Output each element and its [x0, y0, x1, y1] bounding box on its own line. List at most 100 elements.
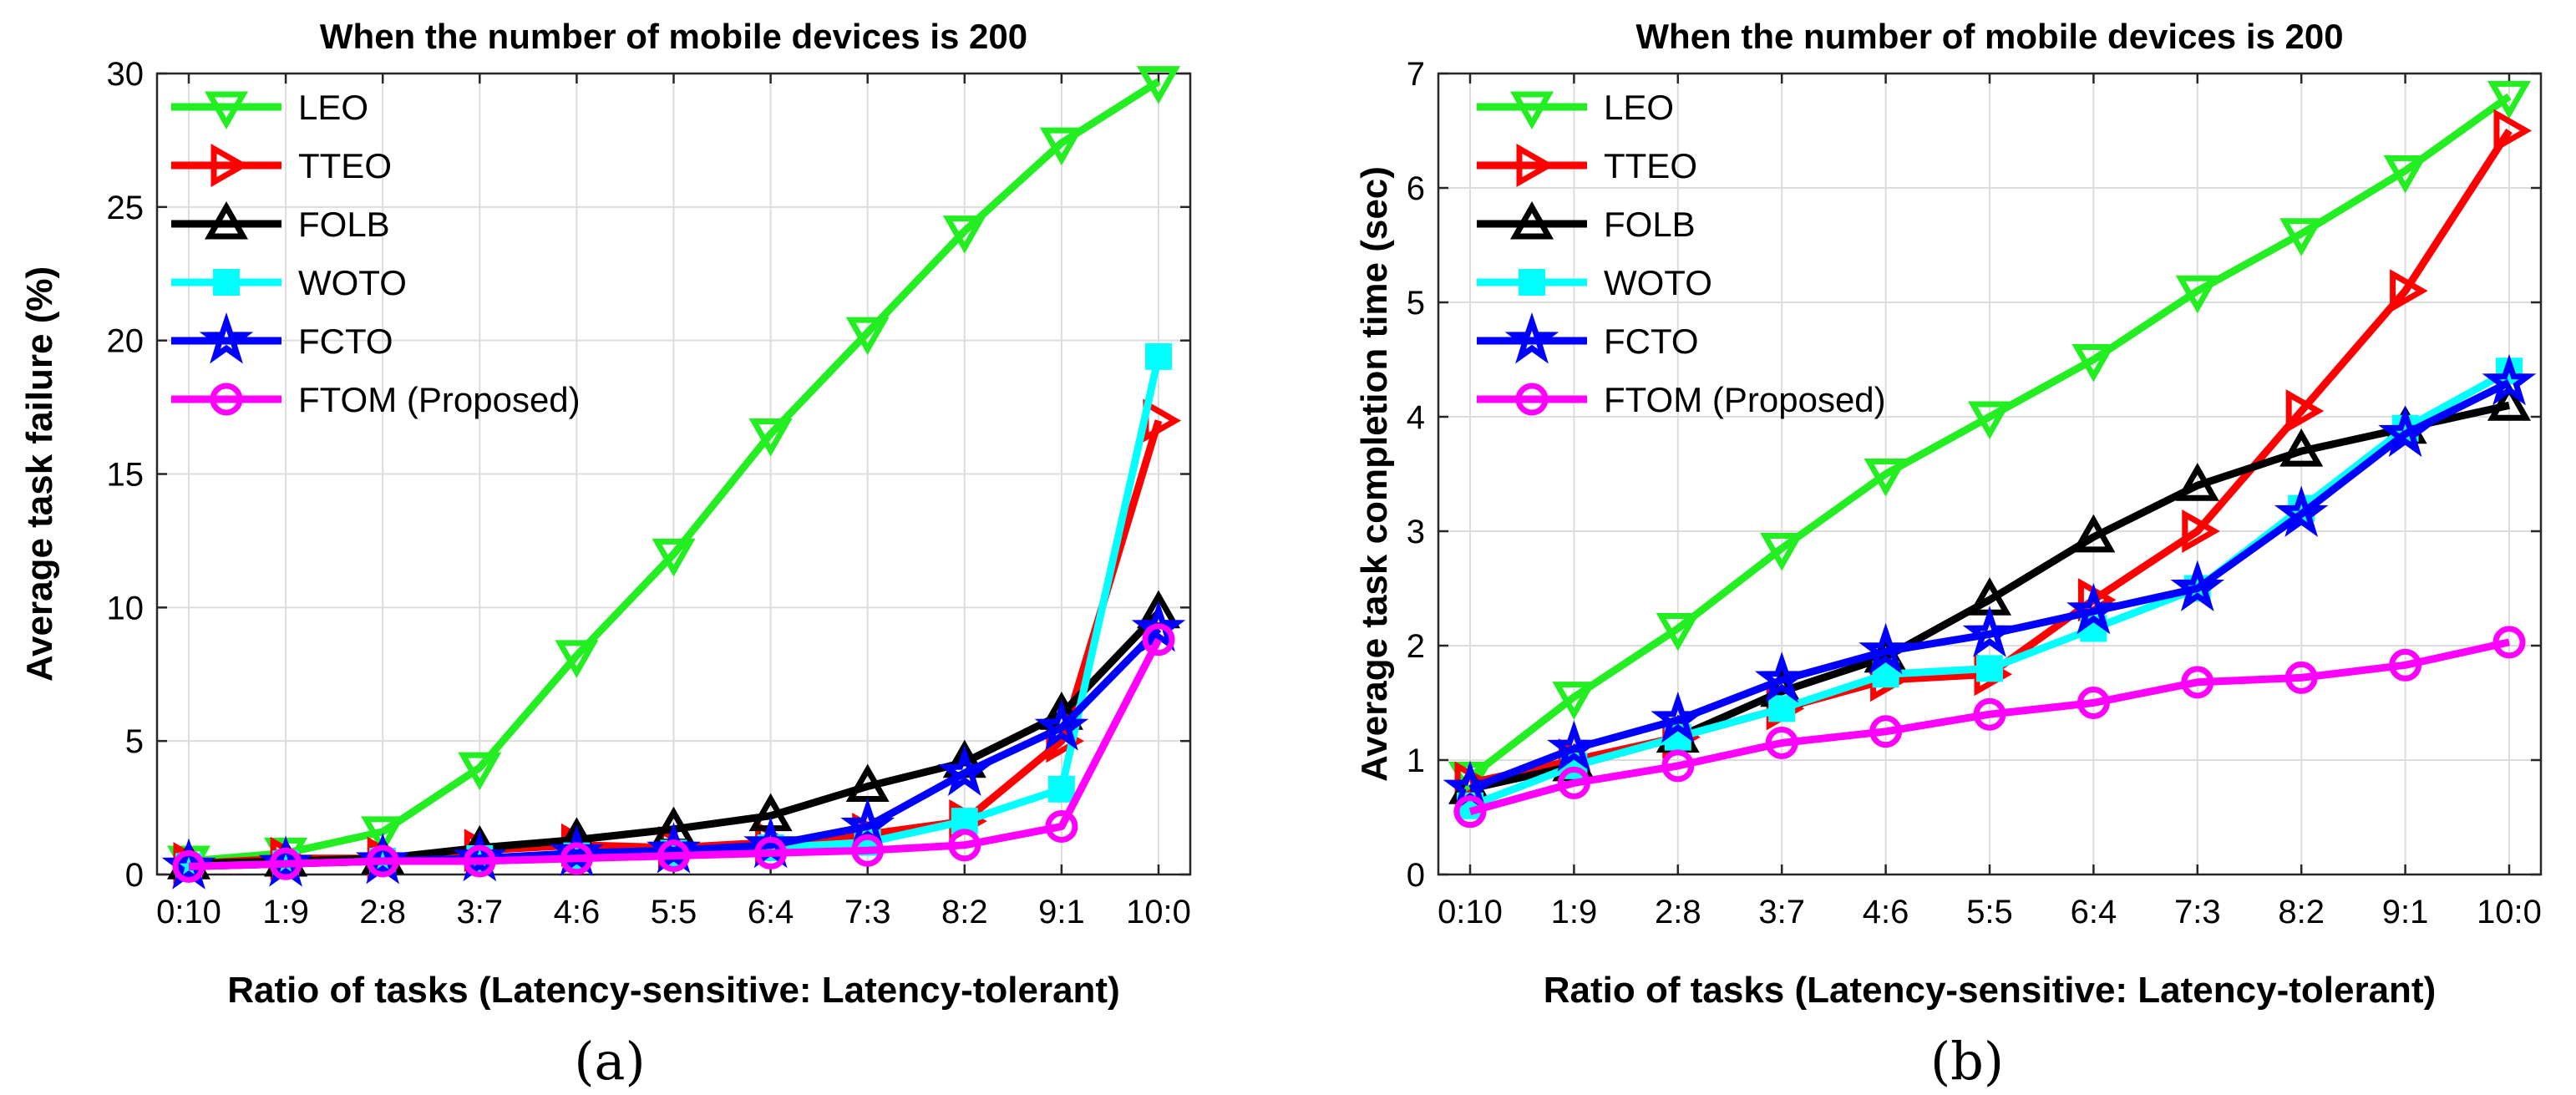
legend-label: LEO	[298, 88, 368, 127]
x-tick-label: 0:10	[1438, 894, 1503, 930]
data-point	[2066, 582, 2121, 635]
data-point	[2279, 428, 2324, 467]
panel-label: (a)	[574, 1031, 645, 1092]
data-point	[458, 752, 502, 791]
data-point	[2170, 560, 2225, 611]
series-ftom-proposed	[1453, 626, 2526, 829]
x-tick-label: 3:7	[1758, 894, 1805, 930]
data-point	[2493, 109, 2533, 153]
data-point	[2175, 275, 2219, 314]
x-tick-label: 6:4	[748, 894, 794, 930]
chart-panel-a: 0:10 1:9 2:8 3:7 4:6 5:5 6:4 7:3 8:2 9:1 10:0 0 5 10 1…	[19, 17, 1192, 1092]
series-line	[188, 78, 1161, 865]
data-point	[560, 842, 593, 875]
series-line	[1468, 638, 2510, 815]
legend-marker	[199, 312, 254, 364]
series-line	[1468, 93, 2512, 781]
y-tick-label: 7	[1407, 56, 1425, 93]
y-tick-label: 5	[125, 723, 144, 760]
x-tick-label: 3:7	[456, 894, 503, 930]
data-point	[1976, 655, 2003, 682]
x-axis-label: Ratio of tasks (Latency-sensitive: Laten…	[1544, 970, 2436, 1011]
data-point	[2492, 626, 2526, 659]
legend-marker	[213, 269, 240, 296]
data-point	[1547, 720, 1601, 772]
data-point	[1962, 606, 2017, 657]
data-point	[2175, 463, 2219, 501]
x-tick-label: 5:5	[1966, 894, 2013, 930]
data-point	[2071, 344, 2116, 383]
legend-marker	[1504, 312, 1559, 364]
y-axis-label: Average task completion time (sec)	[1354, 166, 1395, 782]
data-point	[2284, 661, 2318, 694]
data-point	[2383, 155, 2427, 194]
legend: LEO TTEO FOLB WOTO FCTO FTOM (Proposed)	[171, 88, 581, 419]
y-tick-label: 4	[1407, 399, 1425, 436]
series-line	[1468, 378, 2511, 793]
x-tick-label: 1:9	[1551, 894, 1598, 930]
y-tick-label: 20	[107, 323, 145, 360]
legend-marker	[1509, 91, 1554, 130]
legend-label: LEO	[1604, 88, 1674, 127]
x-tick-label: 1:9	[262, 894, 309, 930]
data-point	[1136, 66, 1181, 104]
x-tick-label: 9:1	[1038, 894, 1085, 930]
data-point	[172, 849, 205, 883]
panel-label: (b)	[1930, 1031, 2004, 1092]
data-point	[1858, 622, 1913, 675]
y-tick-label: 1	[1407, 743, 1425, 779]
x-tick-label: 5:5	[651, 894, 697, 930]
y-tick-label: 3	[1407, 514, 1425, 550]
y-axis-label: Average task failure (%)	[19, 266, 60, 682]
data-point	[1973, 697, 2006, 731]
data-point	[937, 744, 992, 796]
chart-title: When the number of mobile devices is 200	[1635, 17, 2343, 56]
data-point	[366, 844, 399, 878]
x-tick-label: 10:0	[1126, 894, 1191, 930]
data-point	[463, 844, 496, 878]
legend-label: FCTO	[298, 322, 393, 361]
legend: LEO TTEO FOLB WOTO FCTO FTOM (Proposed)	[1477, 88, 1886, 419]
data-point	[269, 847, 302, 880]
data-point	[1760, 533, 1804, 571]
legend-label: FTOM (Proposed)	[1604, 380, 1886, 419]
data-point	[555, 640, 599, 678]
data-point	[2285, 389, 2325, 433]
data-point	[1557, 766, 1590, 799]
data-point	[1047, 775, 1075, 803]
x-tick-label: 6:4	[2071, 894, 2117, 930]
data-point	[1869, 715, 1903, 748]
data-point	[1765, 726, 1798, 759]
legend-marker	[204, 200, 249, 240]
data-point	[1651, 691, 1706, 743]
y-tick-label: 0	[1407, 857, 1425, 894]
data-point	[2182, 509, 2220, 554]
data-point	[1142, 623, 1175, 656]
y-tick-label: 25	[107, 190, 145, 226]
data-point	[1967, 401, 2012, 440]
legend-label: FCTO	[1604, 322, 1699, 361]
data-point	[1131, 600, 1186, 652]
y-tick-label: 5	[1407, 285, 1425, 322]
data-point	[1552, 682, 1596, 720]
data-point	[1656, 612, 1700, 651]
data-point	[361, 816, 405, 854]
data-point	[2389, 648, 2422, 682]
series-ftom-proposed	[172, 623, 1175, 883]
data-point	[840, 798, 895, 849]
x-tick-label: 7:3	[844, 894, 891, 930]
data-point	[2482, 353, 2537, 406]
y-tick-label: 0	[125, 857, 144, 894]
y-tick-label: 2	[1407, 628, 1425, 665]
x-tick-label: 2:8	[359, 894, 406, 930]
data-point	[2181, 666, 2214, 699]
y-tick-label: 6	[1407, 170, 1425, 207]
x-tick-label: 0:10	[156, 894, 221, 930]
legend-marker	[1509, 200, 1554, 240]
data-point	[1145, 342, 1172, 370]
x-tick-label: 7:3	[2174, 894, 2221, 930]
x-axis-label: Ratio of tasks (Latency-sensitive: Laten…	[227, 970, 1119, 1011]
x-tick-label: 10:0	[2477, 894, 2542, 930]
